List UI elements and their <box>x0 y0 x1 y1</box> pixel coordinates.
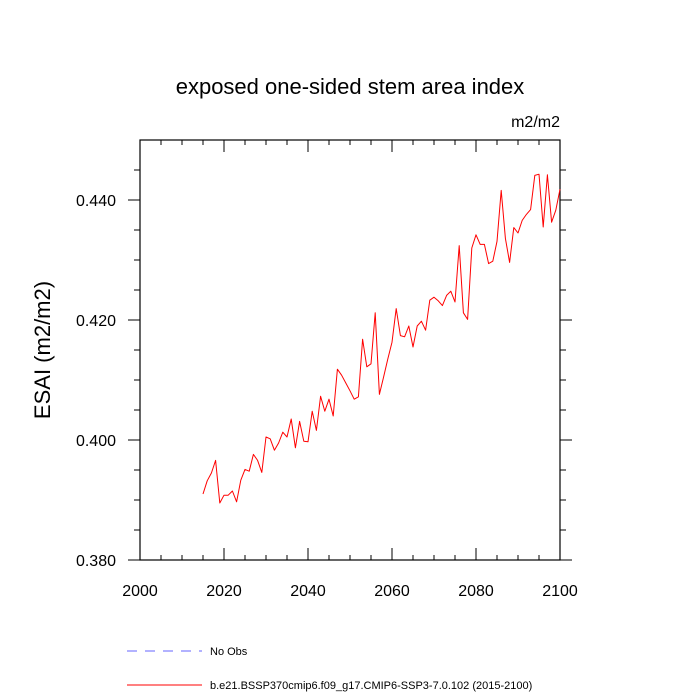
y-tick-label: 0.380 <box>76 553 116 570</box>
series-line-0 <box>202 173 561 504</box>
y-axis-label: ESAI (m2/m2) <box>30 281 55 419</box>
x-tick-label: 2100 <box>542 583 578 600</box>
x-tick-label: 2020 <box>206 583 242 600</box>
x-tick-label: 2080 <box>458 583 494 600</box>
x-axis: 2000 2020 2040 2060 2080 2100 <box>122 140 578 600</box>
chart-title: exposed one-sided stem area index <box>176 74 525 99</box>
legend-label-no-obs: No Obs <box>210 646 248 658</box>
series-layer <box>202 173 561 504</box>
x-tick-label: 2060 <box>374 583 410 600</box>
y-tick-label: 0.400 <box>76 433 116 450</box>
plot-frame <box>139 139 561 561</box>
x-tick-label: 2040 <box>290 583 326 600</box>
y-axis: 0.380 0.400 0.420 0.440 <box>76 169 572 570</box>
y-tick-label: 0.420 <box>76 313 116 330</box>
x-tick-label: 2000 <box>122 583 158 600</box>
units-label: m2/m2 <box>511 114 560 131</box>
legend-label-series: b.e21.BSSP370cmip6.f09_g17.CMIP6-SSP3-7.… <box>210 680 532 692</box>
y-tick-label: 0.440 <box>76 193 116 210</box>
legend: No Obs b.e21.BSSP370cmip6.f09_g17.CMIP6-… <box>127 646 532 692</box>
